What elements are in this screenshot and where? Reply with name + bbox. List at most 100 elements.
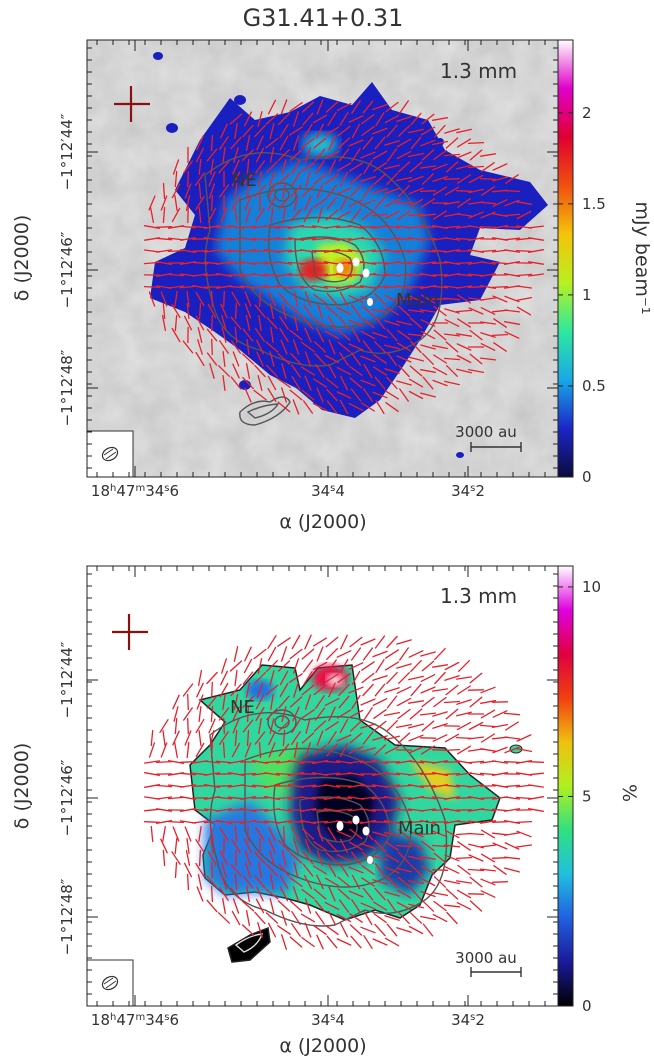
polarization-vector — [491, 760, 509, 764]
polarization-vector — [159, 719, 169, 733]
polarization-vector — [327, 112, 337, 126]
polarization-vectors — [143, 634, 545, 950]
beam-box — [86, 430, 134, 478]
polarization-vector — [326, 935, 338, 949]
polarization-vector — [198, 302, 202, 320]
polarization-vector — [278, 292, 290, 306]
polarization-vector — [255, 827, 265, 841]
polarization-vector — [432, 163, 448, 171]
polarization-vector — [410, 683, 422, 697]
polarization-vector — [244, 291, 252, 307]
polarization-vector — [386, 376, 398, 390]
polarization-vector — [215, 261, 233, 265]
polarization-vector — [360, 698, 376, 706]
polarization-vector — [208, 183, 216, 199]
polarization-vector — [384, 891, 400, 897]
y-tick-label: −1°12′44″ — [58, 641, 76, 718]
polarization-vector — [155, 249, 173, 253]
polarization-vector — [266, 863, 278, 877]
polarization-vector — [362, 683, 374, 697]
polarization-vector — [361, 113, 375, 125]
polarization-vector — [323, 237, 341, 241]
polarization-vector — [445, 137, 459, 149]
polarization-vector — [231, 838, 241, 854]
polarization-vector — [480, 853, 496, 863]
polarization-vector — [469, 149, 483, 161]
polarization-vector — [383, 772, 401, 776]
polarization-vector — [384, 368, 400, 374]
polarization-vector — [183, 707, 193, 721]
polarization-vector — [148, 742, 156, 758]
polarization-vector — [198, 729, 202, 747]
polarization-vector — [167, 285, 185, 289]
polarization-vector — [335, 797, 353, 799]
polarization-vector — [246, 885, 250, 903]
polarization-vector — [468, 307, 484, 315]
polarization-vector — [233, 694, 239, 710]
polarization-vector — [335, 273, 353, 277]
polarization-vector — [269, 898, 275, 914]
polarization-vector — [172, 730, 180, 746]
polarization-vector — [422, 376, 434, 390]
polarization-vector — [410, 659, 422, 673]
polarization-vector — [456, 889, 472, 899]
polarization-vector — [254, 124, 266, 138]
polarization-vector — [206, 875, 218, 889]
polarization-vector — [431, 117, 449, 121]
polarization-vector — [179, 225, 197, 229]
polarization-vector — [231, 196, 241, 210]
polarization-vector — [326, 400, 338, 414]
polarization-vector — [198, 182, 202, 200]
polarization-vector — [195, 291, 205, 307]
polarization-vector — [239, 225, 257, 229]
polarization-vector — [245, 682, 251, 698]
polarization-vector — [398, 672, 410, 684]
polarization-vector — [480, 343, 496, 351]
polarization-vector — [419, 190, 437, 192]
polarization-vector — [443, 748, 461, 752]
polarization-vector — [386, 328, 398, 342]
polarization-vector — [316, 387, 324, 403]
polarization-vector — [419, 808, 437, 812]
polarization-vector — [480, 890, 496, 898]
polarization-vector — [143, 760, 161, 764]
polarization-vector — [324, 901, 340, 911]
polarization-vector — [230, 863, 242, 877]
polarization-vector — [338, 695, 350, 709]
polarization-vector — [421, 173, 435, 185]
polarization-vector — [455, 309, 473, 313]
polarization-vector — [359, 237, 377, 241]
polarization-vector — [337, 125, 351, 137]
polarization-vector — [383, 225, 401, 229]
cross-marker — [112, 614, 148, 650]
polarization-vector — [155, 796, 173, 800]
polarization-vector — [419, 273, 437, 277]
polarization-vector — [263, 760, 281, 764]
polarization-vector — [179, 285, 197, 289]
polarization-vector — [325, 852, 339, 864]
colorbar-tick-label: 1 — [582, 286, 592, 304]
polarization-vector — [396, 320, 412, 326]
polarization-vector — [479, 844, 497, 848]
polarization-vector — [317, 207, 323, 223]
polarization-vector — [384, 306, 400, 316]
contour — [273, 776, 391, 866]
polarization-vector — [293, 291, 299, 307]
polarization-vector — [491, 261, 509, 265]
polarization-vector — [289, 696, 303, 708]
polarization-vector — [431, 285, 449, 289]
polarization-vector — [359, 249, 377, 253]
polarization-vector — [198, 705, 202, 723]
polarization-vector — [339, 352, 349, 366]
polarization-vector — [431, 869, 449, 871]
polarization-vector — [246, 729, 250, 747]
polarization-vector — [222, 350, 226, 368]
polarization-vector — [208, 171, 216, 187]
polarization-vector — [312, 865, 328, 875]
polarization-vector — [183, 862, 193, 878]
polarization-vector — [407, 700, 425, 704]
polarization-vector — [313, 720, 327, 732]
polarization-vector — [456, 721, 472, 731]
polarization-vector — [479, 153, 497, 157]
polarization-vector — [339, 112, 349, 126]
